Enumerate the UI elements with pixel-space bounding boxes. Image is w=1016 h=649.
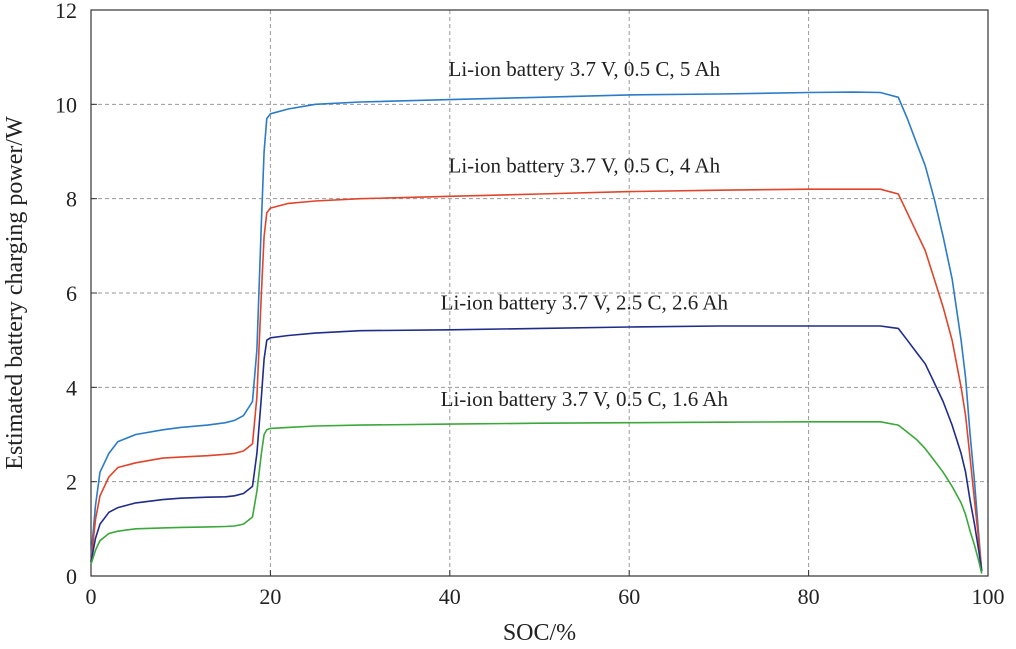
series-line-1 <box>90 91 983 572</box>
x-tick-label: 40 <box>439 584 461 609</box>
y-tick-label: 12 <box>55 0 77 23</box>
series-annotations: Li-ion battery 3.7 V, 0.5 C, 5 Ah Li-ion … <box>441 57 729 411</box>
y-tick-label: 4 <box>66 375 77 400</box>
grid-lines <box>91 10 988 576</box>
x-axis-label: SOC/% <box>503 620 576 646</box>
series-line-2 <box>90 188 983 572</box>
x-tick-label: 60 <box>618 584 640 609</box>
y-tick-label: 0 <box>66 564 77 589</box>
series-lines <box>90 91 983 574</box>
series-annotation-3: Li-ion battery 3.7 V, 2.5 C, 2.6 Ah <box>441 291 729 315</box>
y-axis-label: Estimated battery charging power/W <box>2 116 28 470</box>
series-annotation-1: Li-ion battery 3.7 V, 0.5 C, 5 Ah <box>449 57 721 81</box>
x-tick-label: 100 <box>972 584 1005 609</box>
y-tick-label: 10 <box>55 92 77 117</box>
x-tick-label: 20 <box>259 584 281 609</box>
y-tick-label: 2 <box>66 470 77 495</box>
series-line-3 <box>90 325 983 572</box>
x-tick-label: 80 <box>798 584 820 609</box>
series-annotation-4: Li-ion battery 3.7 V, 0.5 C, 1.6 Ah <box>441 387 729 411</box>
y-tick-label: 6 <box>66 281 77 306</box>
series-annotation-2: Li-ion battery 3.7 V, 0.5 C, 4 Ah <box>449 154 721 178</box>
series-line-4 <box>90 420 983 574</box>
y-tick-label: 8 <box>66 187 77 212</box>
tick-labels: 0 20 40 60 80 100 0 2 4 6 8 10 12 <box>55 0 1005 609</box>
x-tick-label: 0 <box>86 584 97 609</box>
